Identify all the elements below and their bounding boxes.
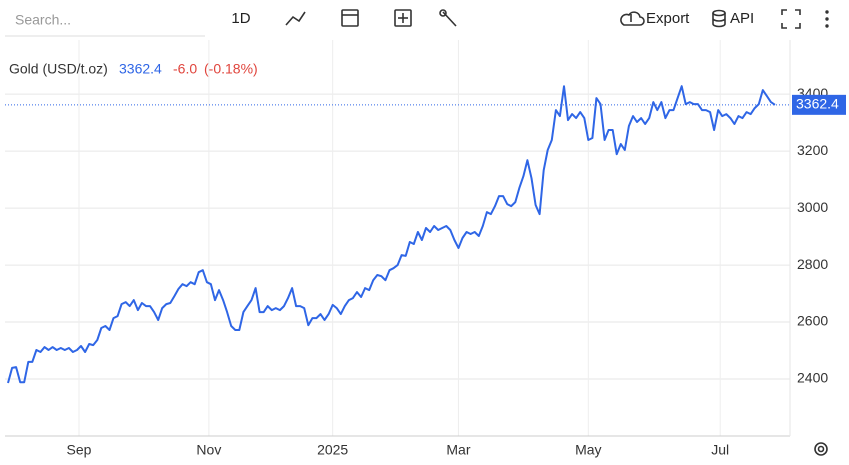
y-tick-label: 3000 [797, 199, 828, 215]
legend-name: Gold (USD/t.oz) [9, 61, 108, 77]
api-label: API [730, 10, 754, 27]
menu-icon[interactable] [825, 10, 829, 28]
x-tick-label: Nov [196, 442, 221, 458]
interval-button[interactable]: 1D [231, 10, 250, 27]
chart-type-icon[interactable] [285, 11, 306, 26]
price-line [7, 85, 776, 384]
last-price-box [792, 94, 846, 115]
export-label: Export [646, 10, 690, 27]
add-indicator-icon[interactable] [394, 9, 412, 27]
api-button[interactable]: API [712, 9, 754, 28]
x-tick-label: Mar [446, 442, 470, 458]
last-price-label: 3362.4 [796, 96, 839, 112]
legend: Gold (USD/t.oz) 3362.4 -6.0 (-0.18%) [9, 61, 258, 77]
plot: 3362.4 [5, 85, 846, 384]
y-tick-label: 2400 [797, 370, 828, 386]
y-tick-label: 2600 [797, 313, 828, 329]
x-tick-label: 2025 [317, 442, 348, 458]
y-tick-label: 3200 [797, 142, 828, 158]
search-box[interactable]: Search... [15, 12, 71, 28]
y-tick-label: 2800 [797, 256, 828, 272]
x-tick-label: Sep [67, 442, 92, 458]
export-button[interactable]: Export [620, 10, 690, 27]
x-tick-label: Jul [711, 442, 729, 458]
tools-icon[interactable] [439, 9, 457, 27]
toolbar: Search... 1D Export API [5, 9, 829, 37]
legend-last-value: 3362.4 [119, 61, 162, 77]
fullscreen-icon[interactable] [781, 9, 801, 29]
x-tick-label: May [575, 442, 601, 458]
settings-icon[interactable] [814, 442, 828, 456]
calendar-icon[interactable] [341, 9, 359, 27]
legend-change: -6.0 [173, 61, 197, 77]
legend-change-pct: (-0.18%) [204, 61, 258, 77]
